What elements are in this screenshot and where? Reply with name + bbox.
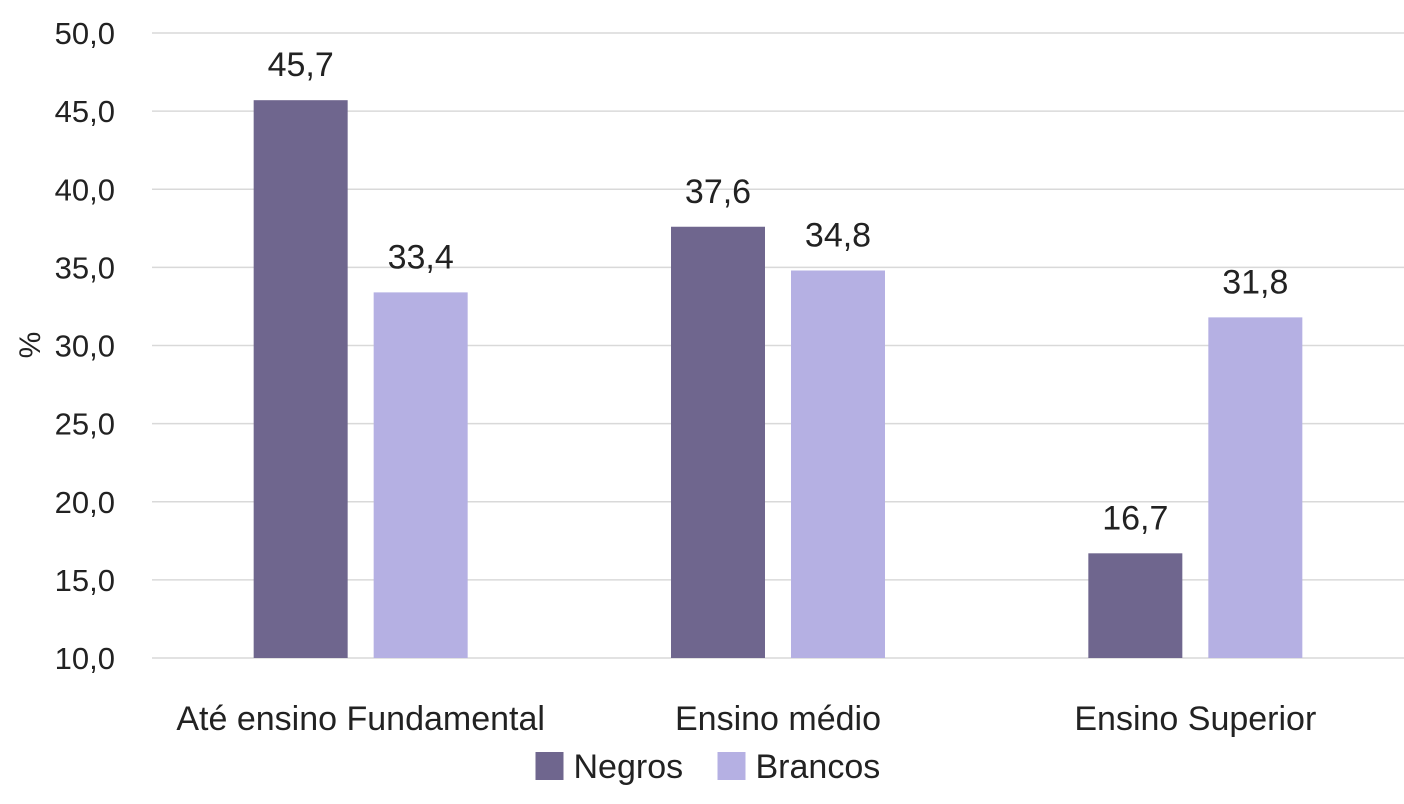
gridlines: [152, 32, 1404, 659]
y-tick-label: 50,0: [55, 16, 115, 51]
bar-brancos-2: [1208, 317, 1303, 658]
data-label: 45,7: [268, 46, 334, 84]
y-tick-label: 30,0: [55, 329, 115, 364]
y-tick-label: 25,0: [55, 407, 115, 442]
bars: [253, 100, 1303, 658]
x-category-label: Ensino médio: [675, 700, 881, 738]
legend-label: Negros: [574, 748, 684, 786]
legend-swatch-brancos: [717, 752, 746, 780]
bar-negros-1: [671, 226, 765, 658]
y-tick-label: 15,0: [55, 563, 115, 598]
x-category-label: Ensino Superior: [1074, 700, 1316, 738]
legend: Negros Brancos: [535, 748, 881, 786]
data-label: 33,4: [388, 238, 454, 276]
y-tick-label: 40,0: [55, 172, 115, 207]
y-tick-label: 35,0: [55, 250, 115, 285]
data-label: 31,8: [1222, 263, 1288, 301]
legend-label: Brancos: [756, 748, 881, 786]
y-tick-label: 20,0: [55, 485, 115, 520]
data-label: 34,8: [805, 217, 871, 255]
legend-swatch-negros: [535, 752, 564, 780]
data-label: 16,7: [1102, 499, 1168, 537]
data-labels: 45,7 33,4 37,6 34,8 16,7 31,8: [268, 46, 1289, 537]
y-tick-label: 45,0: [55, 94, 115, 129]
x-axis-categories: Até ensino Fundamental Ensino médio Ensino…: [176, 700, 1316, 738]
y-tick-label: 10,0: [55, 641, 115, 676]
bar-brancos-1: [791, 270, 885, 658]
bar-brancos-0: [373, 292, 468, 658]
y-axis-ticks: 10,0 15,0 20,0 25,0 30,0 35,0 40,0 45,0 50,0: [55, 16, 115, 676]
x-category-label: Até ensino Fundamental: [176, 700, 545, 738]
bar-negros-0: [253, 100, 348, 658]
bar-negros-2: [1088, 553, 1183, 658]
data-label: 37,6: [685, 173, 751, 211]
y-axis-title: %: [14, 332, 47, 359]
